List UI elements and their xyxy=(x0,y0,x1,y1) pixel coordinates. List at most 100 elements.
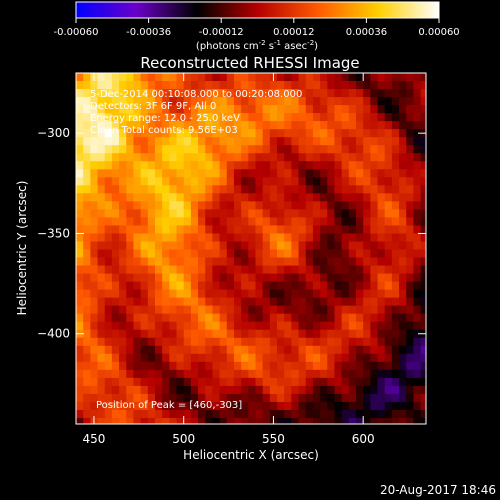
heatmap-cell xyxy=(248,233,257,243)
heatmap-cell xyxy=(391,193,400,202)
heatmap-cell xyxy=(348,385,357,395)
heatmap-cell xyxy=(198,73,206,82)
plot-frame xyxy=(75,72,427,425)
heatmap-cell xyxy=(348,297,357,307)
heatmap-cell xyxy=(413,345,422,355)
heatmap-cell xyxy=(162,233,170,243)
heatmap-cell xyxy=(147,73,156,82)
heatmap-cell xyxy=(233,401,242,411)
heatmap-cell xyxy=(363,385,371,395)
heatmap-cell xyxy=(420,409,426,419)
heatmap-cell xyxy=(413,105,422,114)
heatmap-cell xyxy=(248,121,257,130)
heatmap-cell xyxy=(248,321,257,331)
heatmap-cell xyxy=(198,345,206,355)
heatmap-cell xyxy=(399,225,407,235)
heatmap-cell xyxy=(212,153,221,162)
heatmap-cell xyxy=(262,249,271,259)
heatmap-cell xyxy=(334,209,343,219)
heatmap-cell xyxy=(356,377,364,387)
heatmap-cell xyxy=(406,321,415,331)
heatmap-cell xyxy=(190,161,199,170)
heatmap-cell xyxy=(205,217,214,227)
heatmap-cell xyxy=(269,321,278,331)
heatmap-cell xyxy=(298,313,307,323)
heatmap-cell xyxy=(169,177,178,186)
heatmap-cell xyxy=(334,329,343,339)
heatmap-cell xyxy=(140,385,149,395)
heatmap-cell xyxy=(284,361,292,371)
heatmap-cell xyxy=(341,97,350,106)
heatmap-cell xyxy=(420,121,426,130)
heatmap-cell xyxy=(76,169,84,178)
heatmap-cell xyxy=(413,169,422,178)
heatmap-cell xyxy=(391,81,400,90)
heatmap-cell xyxy=(133,121,142,130)
heatmap-cell xyxy=(291,113,300,122)
heatmap-cell xyxy=(291,209,300,219)
heatmap-cell xyxy=(169,329,178,339)
heatmap-cell xyxy=(348,321,357,331)
heatmap-cell xyxy=(162,105,170,114)
heatmap-cell xyxy=(277,401,285,411)
heatmap-cell xyxy=(83,89,91,98)
heatmap-cell xyxy=(298,385,307,395)
heatmap-cell xyxy=(212,321,221,331)
heatmap-cell xyxy=(176,89,185,98)
heatmap-cell xyxy=(384,321,393,331)
heatmap-cell xyxy=(90,97,99,106)
heatmap-cell xyxy=(226,305,235,315)
heatmap-cell xyxy=(226,393,235,403)
heatmap-cell xyxy=(90,329,99,339)
heatmap-cell xyxy=(162,345,170,355)
heatmap-cell xyxy=(305,417,314,424)
heatmap-cell xyxy=(413,241,422,251)
heatmap-cell xyxy=(327,145,336,154)
heatmap-cell xyxy=(169,193,178,202)
heatmap-cell xyxy=(104,417,113,424)
heatmap-cell xyxy=(413,137,422,146)
heatmap-cell xyxy=(176,129,185,138)
heatmap-cell xyxy=(162,137,170,146)
heatmap-cell xyxy=(104,161,113,170)
heatmap-cell xyxy=(205,257,214,267)
heatmap-cell xyxy=(233,265,242,275)
heatmap-cell xyxy=(162,369,170,379)
heatmap-cell xyxy=(83,369,91,379)
heatmap-cell xyxy=(320,289,328,299)
heatmap-cell xyxy=(284,193,292,202)
heatmap-cell xyxy=(356,297,364,307)
heatmap-cell xyxy=(305,113,314,122)
heatmap-cell xyxy=(176,193,185,202)
heatmap-cell xyxy=(190,361,199,371)
heatmap-cell xyxy=(119,89,127,98)
heatmap-cell xyxy=(391,169,400,178)
heatmap-cell xyxy=(420,161,426,170)
heatmap-cell xyxy=(291,353,300,363)
heatmap-cell xyxy=(97,113,106,122)
heatmap-cell xyxy=(363,121,371,130)
heatmap-cell xyxy=(413,153,422,162)
heatmap-cell xyxy=(226,145,235,154)
heatmap-cell xyxy=(298,145,307,154)
heatmap-cell xyxy=(377,201,386,210)
heatmap-cell xyxy=(406,225,415,235)
heatmap-cell xyxy=(391,201,400,210)
heatmap-cell xyxy=(255,385,264,395)
heatmap-cell xyxy=(111,305,120,315)
heatmap-cell xyxy=(341,401,350,411)
heatmap-cell xyxy=(140,121,149,130)
heatmap-cell xyxy=(370,393,379,403)
heatmap-cell xyxy=(90,217,99,227)
heatmap-cell xyxy=(312,161,321,170)
heatmap-cell xyxy=(334,313,343,323)
heatmap-cell xyxy=(320,361,328,371)
heatmap-cell xyxy=(406,289,415,299)
heatmap-cell xyxy=(356,353,364,363)
heatmap-cell xyxy=(126,249,135,259)
heatmap-cell xyxy=(241,329,249,339)
heatmap-cell xyxy=(406,417,415,424)
heatmap-cell xyxy=(90,393,99,403)
heatmap-cell xyxy=(219,185,228,194)
heatmap-cell xyxy=(226,81,235,90)
